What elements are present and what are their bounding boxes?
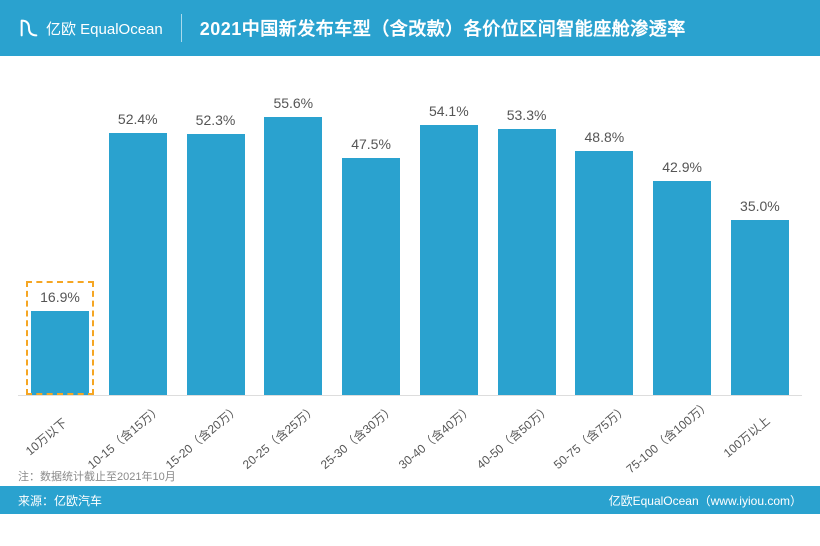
bar-column: 54.1% [413,103,485,396]
bar-value-label: 35.0% [740,198,780,214]
brand-name: 亿欧 EqualOcean [46,18,163,39]
bar-value-label: 54.1% [429,103,469,119]
bar [264,117,322,395]
logo-icon [18,17,40,39]
bar-column: 52.4% [102,111,174,395]
bar-column: 42.9% [646,159,718,396]
bar [575,151,633,395]
x-label-column: 10万以下 [24,396,96,466]
x-label-column: 75-100（含100万） [646,396,718,466]
bar-column: 55.6% [257,95,329,395]
x-label-column: 40-50（含50万） [491,396,563,466]
bar [420,125,478,396]
bar [109,133,167,395]
bar [498,129,556,396]
x-label-column: 10-15（含15万） [102,396,174,466]
bar-value-label: 52.4% [118,111,158,127]
footer-source: 来源：亿欧汽车 [18,492,102,509]
chart-area: 16.9% 52.4% 52.3% 55.6% 47.5% 54.1% 53.3% 48.8%… [0,56,820,486]
brand-logo: 亿欧 EqualOcean [18,17,163,39]
x-label-column: 20-25（含25万） [257,396,329,466]
header-divider [181,14,182,42]
bar-value-label: 16.9% [40,289,80,305]
chart-note: 注：数据统计截止至2021年10月 [18,468,176,484]
x-label-column: 50-75（含75万） [568,396,640,466]
x-axis-labels: 10万以下10-15（含15万）15-20（含20万）20-25（含25万）25… [18,396,802,466]
bar [731,220,789,395]
bar-column: 52.3% [180,112,252,396]
bars-row: 16.9% 52.4% 52.3% 55.6% 47.5% 54.1% 53.3% 48.8%… [18,66,802,396]
header-bar: 亿欧 EqualOcean 2021中国新发布车型（含改款）各价位区间智能座舱渗… [0,0,820,56]
bar [653,181,711,396]
bar-value-label: 48.8% [585,129,625,145]
bar-value-label: 53.3% [507,107,547,123]
x-label-column: 100万以上 [724,396,796,466]
bar-value-label: 47.5% [351,136,391,152]
chart-title: 2021中国新发布车型（含改款）各价位区间智能座舱渗透率 [200,15,686,41]
bar [342,158,400,396]
bar [31,311,89,396]
x-label-column: 30-40（含40万） [413,396,485,466]
bar-value-label: 42.9% [662,159,702,175]
bar-column: 48.8% [568,129,640,395]
bar-value-label: 52.3% [196,112,236,128]
bar-value-label: 55.6% [273,95,313,111]
bar-column: 53.3% [491,107,563,396]
bar [187,134,245,396]
bar-column: 47.5% [335,136,407,396]
bar-column: 16.9% [24,289,96,396]
x-label-column: 25-30（含30万） [335,396,407,466]
x-label-column: 15-20（含20万） [180,396,252,466]
bar-column: 35.0% [724,198,796,395]
